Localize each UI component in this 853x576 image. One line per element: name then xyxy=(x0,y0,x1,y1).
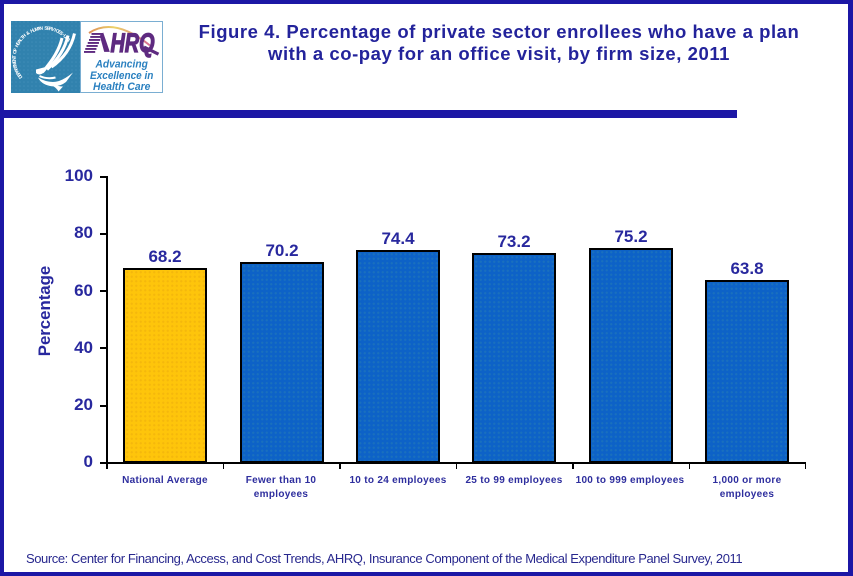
svg-text:F: F xyxy=(13,48,20,53)
svg-text:M: M xyxy=(34,26,40,33)
svg-text:&: & xyxy=(25,30,32,37)
svg-text:Advancing: Advancing xyxy=(95,59,148,71)
svg-text:M: M xyxy=(12,61,19,66)
svg-text:H: H xyxy=(21,33,28,40)
svg-text:L: L xyxy=(18,37,25,43)
svg-text:Excellence in: Excellence in xyxy=(90,70,153,82)
svg-text:T: T xyxy=(12,64,19,68)
svg-text:R: R xyxy=(13,65,20,71)
svg-text:I: I xyxy=(53,28,57,34)
svg-text:E: E xyxy=(12,59,18,64)
svg-text:A: A xyxy=(16,38,23,45)
svg-text:A: A xyxy=(37,26,42,33)
svg-text:N: N xyxy=(12,57,18,61)
svg-text:H: H xyxy=(14,42,21,48)
svg-text:E: E xyxy=(56,29,62,36)
svg-text:S: S xyxy=(58,30,65,37)
svg-text:E: E xyxy=(46,26,51,32)
svg-text:P: P xyxy=(14,69,21,75)
svg-text:R: R xyxy=(48,26,53,33)
svg-text:A: A xyxy=(14,67,21,73)
svg-text:N: N xyxy=(39,26,44,32)
svg-text:E: E xyxy=(15,40,22,46)
svg-text:T: T xyxy=(20,35,26,41)
svg-text:E: E xyxy=(16,71,23,78)
svg-text:Health Care: Health Care xyxy=(93,81,150,93)
svg-text:C: C xyxy=(54,28,60,35)
svg-text:S: S xyxy=(44,26,48,32)
svg-text:V: V xyxy=(50,27,56,34)
svg-text:D: D xyxy=(17,73,24,80)
svg-text:HRQ: HRQ xyxy=(111,28,155,58)
svg-text:U: U xyxy=(32,27,38,34)
svg-text:U: U xyxy=(61,33,68,40)
svg-text:O: O xyxy=(12,50,19,55)
svg-text:H: H xyxy=(29,28,35,35)
svg-text:T: T xyxy=(12,55,18,58)
svg-text:·: · xyxy=(61,33,66,38)
